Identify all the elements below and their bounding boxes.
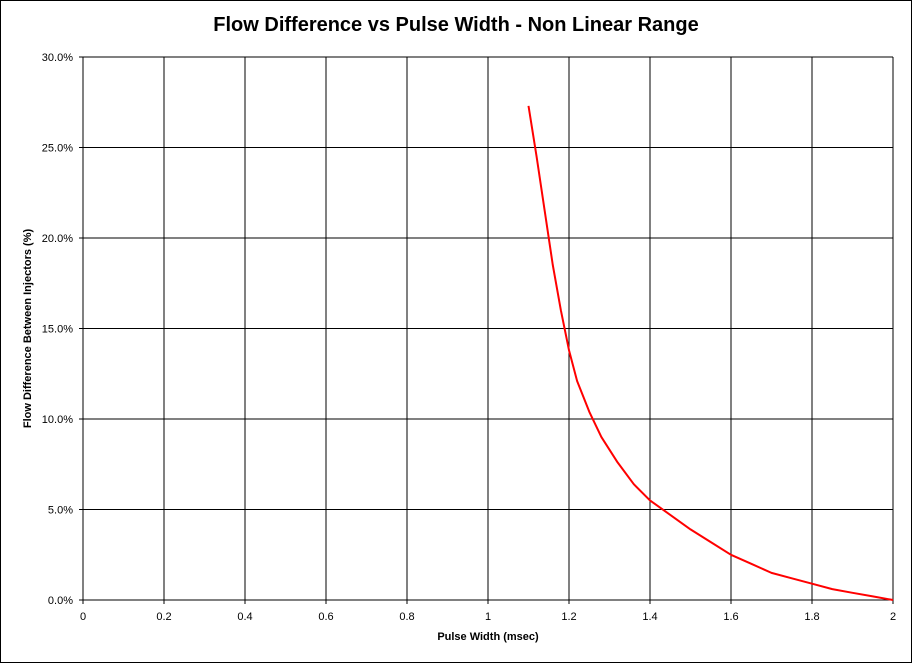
x-tick-label: 1.6 — [723, 611, 738, 623]
x-tick-label: 1.2 — [561, 611, 576, 623]
y-tick-label: 0.0% — [48, 595, 73, 607]
x-tick-label: 0.8 — [399, 611, 414, 623]
x-axis-label: Pulse Width (msec) — [437, 631, 539, 643]
x-tick-label: 0.4 — [237, 611, 252, 623]
x-tick-label: 1 — [485, 611, 491, 623]
chart-title: Flow Difference vs Pulse Width - Non Lin… — [213, 14, 699, 36]
x-tick-label: 0.2 — [156, 611, 171, 623]
x-tick-label: 1.8 — [804, 611, 819, 623]
grid — [79, 56, 894, 604]
x-tick-label: 0.6 — [318, 611, 333, 623]
y-tick-label: 30.0% — [42, 52, 73, 64]
x-tick-label: 2 — [890, 611, 896, 623]
y-tick-label: 10.0% — [42, 414, 73, 426]
y-tick-label: 25.0% — [42, 143, 73, 155]
y-tick-label: 20.0% — [42, 233, 73, 245]
series-group — [527, 105, 894, 601]
x-tick-label: 1.4 — [642, 611, 657, 623]
y-tick-label: 5.0% — [48, 505, 73, 517]
x-tick-label: 0 — [80, 611, 86, 623]
series-line — [527, 105, 894, 601]
y-tick-label: 15.0% — [42, 324, 73, 336]
y-axis-label: Flow Difference Between Injectors (%) — [22, 229, 34, 429]
x-tick-labels: 0 0.2 0.4 0.6 0.8 1 1.2 1.4 1.6 1.8 2 — [80, 611, 896, 623]
y-tick-labels: 0.0% 5.0% 10.0% 15.0% 20.0% 25.0% 30.0% — [42, 52, 73, 607]
